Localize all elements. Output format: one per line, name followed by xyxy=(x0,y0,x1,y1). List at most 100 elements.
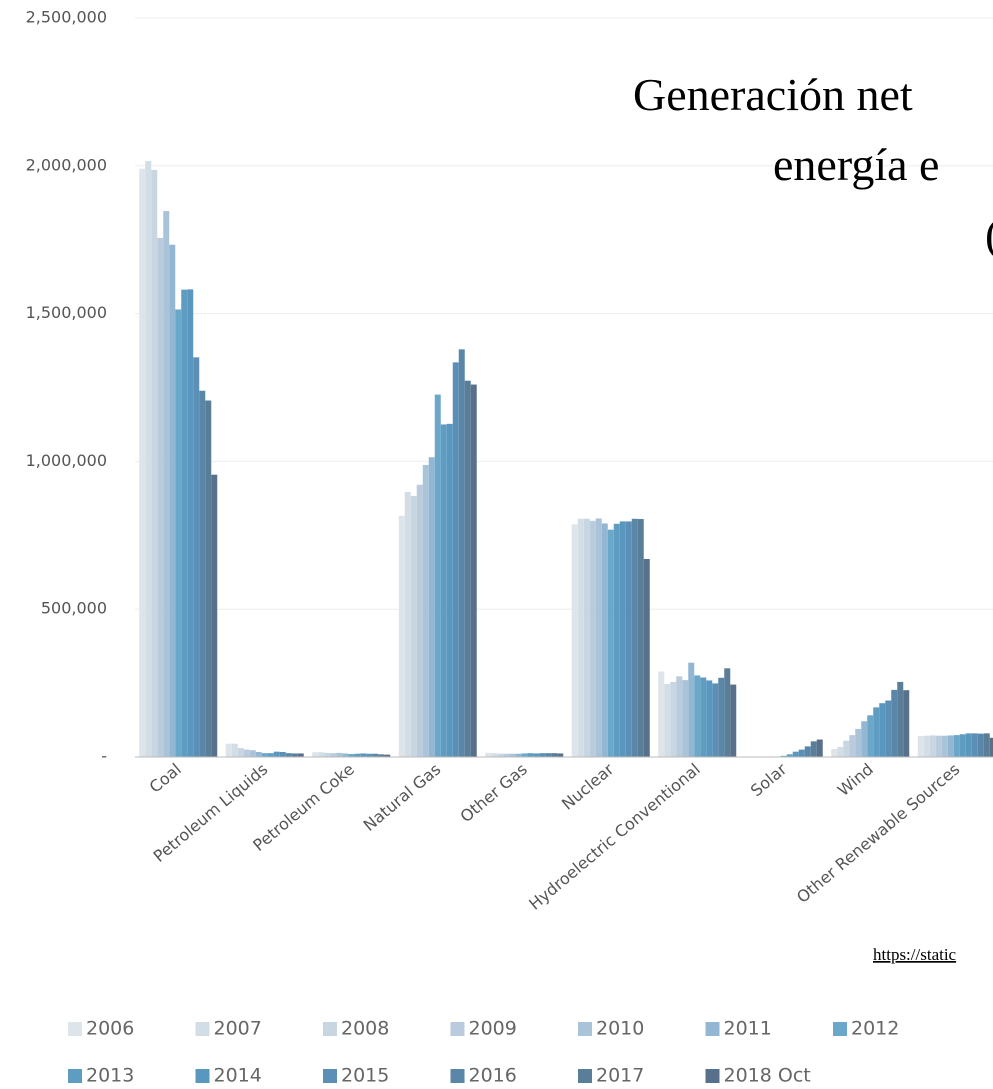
bar xyxy=(619,521,626,757)
bar xyxy=(509,753,516,757)
legend-swatch xyxy=(450,1022,465,1036)
bar xyxy=(688,662,695,757)
bar xyxy=(879,703,886,757)
bar xyxy=(571,524,578,757)
legend-label: 2006 xyxy=(86,1018,134,1040)
y-tick-label: - xyxy=(101,747,107,766)
bar xyxy=(336,752,343,757)
bar xyxy=(503,753,510,757)
legend-label: 2016 xyxy=(469,1065,517,1087)
bar xyxy=(557,753,564,757)
bar xyxy=(935,735,942,757)
bar xyxy=(249,750,256,757)
bar xyxy=(861,721,868,757)
bar xyxy=(446,423,453,757)
source-link[interactable]: https://static xyxy=(873,945,957,964)
bar xyxy=(959,734,966,757)
legend-swatch xyxy=(195,1022,210,1036)
bar xyxy=(804,746,811,757)
bar xyxy=(360,753,367,757)
legend-swatch xyxy=(705,1069,720,1083)
bar xyxy=(342,753,349,757)
legend-label: 2008 xyxy=(341,1018,389,1040)
bar xyxy=(416,484,423,757)
bar xyxy=(670,681,677,757)
bar xyxy=(947,735,954,757)
bar xyxy=(965,733,972,757)
y-tick-label: 1,500,000 xyxy=(26,303,107,322)
bar xyxy=(595,518,602,757)
bar xyxy=(187,289,194,757)
bar xyxy=(929,735,936,757)
bar xyxy=(410,495,417,757)
x-tick-label: Hydroelectric Conventional xyxy=(525,760,704,914)
bar xyxy=(440,424,447,757)
bar xyxy=(891,689,898,757)
bar xyxy=(953,735,960,757)
y-tick-label: 1,000,000 xyxy=(26,451,107,470)
bar xyxy=(583,518,590,757)
bar xyxy=(231,743,238,757)
legend-label: 2009 xyxy=(469,1018,517,1040)
bar xyxy=(613,523,620,757)
legend-swatch xyxy=(450,1069,465,1083)
bar xyxy=(730,684,737,757)
bar xyxy=(601,523,608,757)
legend-swatch xyxy=(323,1069,337,1083)
bar xyxy=(903,690,910,757)
bar xyxy=(589,520,596,757)
legend-swatch xyxy=(705,1022,720,1036)
y-tick-label: 500,000 xyxy=(41,599,107,618)
bar xyxy=(545,753,552,757)
x-tick-label: Other Gas xyxy=(457,760,531,827)
bar xyxy=(237,748,244,757)
x-tick-label: Solar xyxy=(747,759,791,800)
bar xyxy=(318,752,325,757)
bar xyxy=(452,362,459,757)
bar xyxy=(163,211,170,757)
bar xyxy=(199,390,206,757)
bar xyxy=(404,491,411,757)
legend-label: 2014 xyxy=(214,1065,262,1087)
bar xyxy=(664,683,671,757)
bar xyxy=(267,753,274,757)
bar xyxy=(786,754,793,757)
legend-swatch xyxy=(578,1022,592,1036)
bar xyxy=(422,464,429,757)
bar xyxy=(941,735,948,757)
bar xyxy=(977,733,984,757)
bar xyxy=(330,753,337,757)
bar xyxy=(676,676,683,757)
bar xyxy=(205,400,212,757)
legend-label: 2010 xyxy=(596,1018,644,1040)
bar xyxy=(145,161,152,757)
bar xyxy=(885,700,892,757)
bar xyxy=(348,754,355,757)
bar xyxy=(792,751,799,757)
bar xyxy=(816,739,823,757)
x-tick-label: Natural Gas xyxy=(360,760,445,835)
bar xyxy=(724,668,731,757)
legend-label: 2015 xyxy=(341,1065,389,1087)
legend-swatch xyxy=(833,1022,847,1036)
bar xyxy=(780,755,787,757)
legend-swatch xyxy=(195,1069,210,1083)
legend-label: 2013 xyxy=(86,1065,134,1087)
bar xyxy=(279,751,286,757)
y-tick-label: 2,000,000 xyxy=(26,155,107,174)
bar xyxy=(658,671,665,757)
bar xyxy=(354,753,361,757)
bar xyxy=(261,753,268,757)
bar xyxy=(810,741,817,757)
bar xyxy=(175,309,182,757)
bar xyxy=(285,753,292,757)
bar xyxy=(384,754,391,757)
bar xyxy=(849,735,856,757)
bar xyxy=(837,746,844,757)
bar xyxy=(917,736,924,757)
bar xyxy=(539,753,546,757)
bar xyxy=(551,753,558,757)
bar xyxy=(983,733,990,757)
bar xyxy=(798,749,805,757)
